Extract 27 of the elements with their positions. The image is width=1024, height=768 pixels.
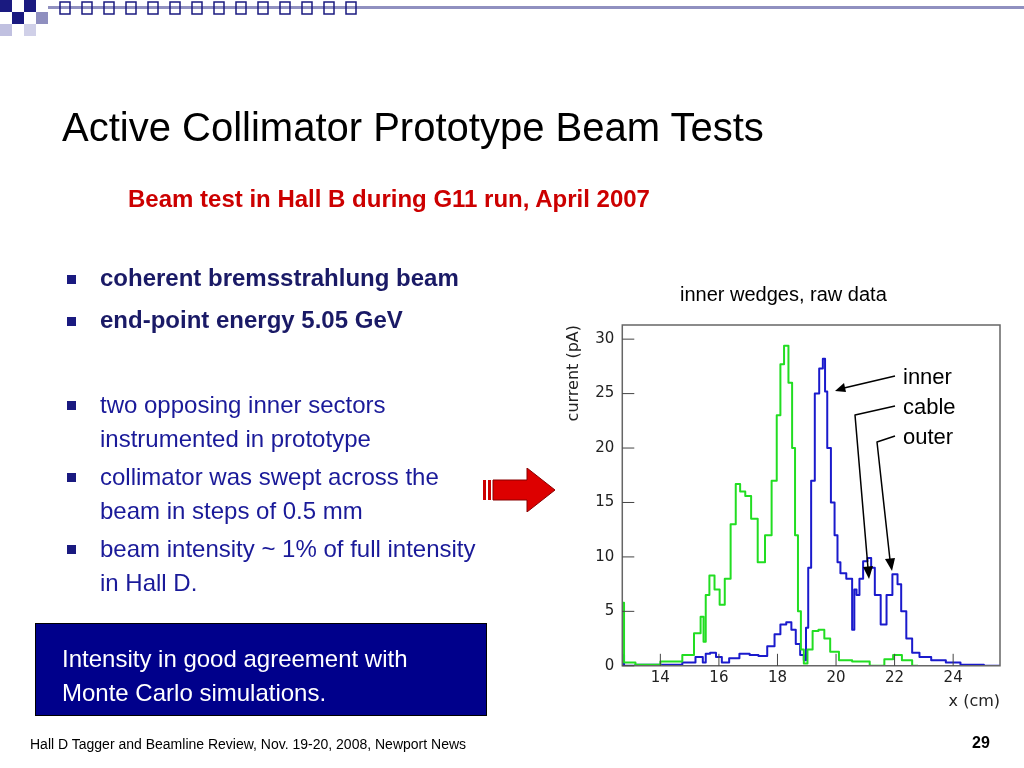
text: Hall D Tagger and Beamline Review, Nov. 19-20, 2008, Newport News [30,736,467,752]
text: 29 [972,734,990,752]
text: inner wedges, raw data [680,283,887,306]
y-tick-label: 10 [595,546,615,565]
annotation: outer [903,423,954,451]
text: Beam test in Hall B during G11 run, April 2007 [128,185,650,213]
x-tick-label: 24 [943,667,963,686]
y-tick-label: 25 [595,383,615,402]
annotation: cable [903,393,956,421]
text: end-point energy 5.05 GeV [100,306,403,333]
y-axis-title: current (pA) [562,325,582,422]
x-tick-label: 16 [709,667,729,686]
x-tick-label: 20 [826,667,846,686]
annotation: inner [903,363,952,391]
y-tick-label: 15 [595,492,615,511]
y-tick-label: 5 [604,601,615,620]
x-tick-label: 14 [650,667,670,686]
x-tick-label: 18 [767,667,788,686]
x-tick-label: 22 [885,667,905,686]
text: beam intensity ~ 1% of full intensity in Hall D. [100,535,476,596]
y-tick-label: 20 [595,437,615,456]
text: coherent bremsstrahlung beam [100,264,459,291]
x-axis-title: x (cm) [948,690,1000,710]
y-tick-label: 0 [604,655,615,674]
chart-title: Active Collimator Prototype Beam Tests [62,105,764,150]
text: Intensity in good agreement with Monte Carlo simulations. [35,623,487,716]
y-tick-label: 30 [595,329,615,348]
